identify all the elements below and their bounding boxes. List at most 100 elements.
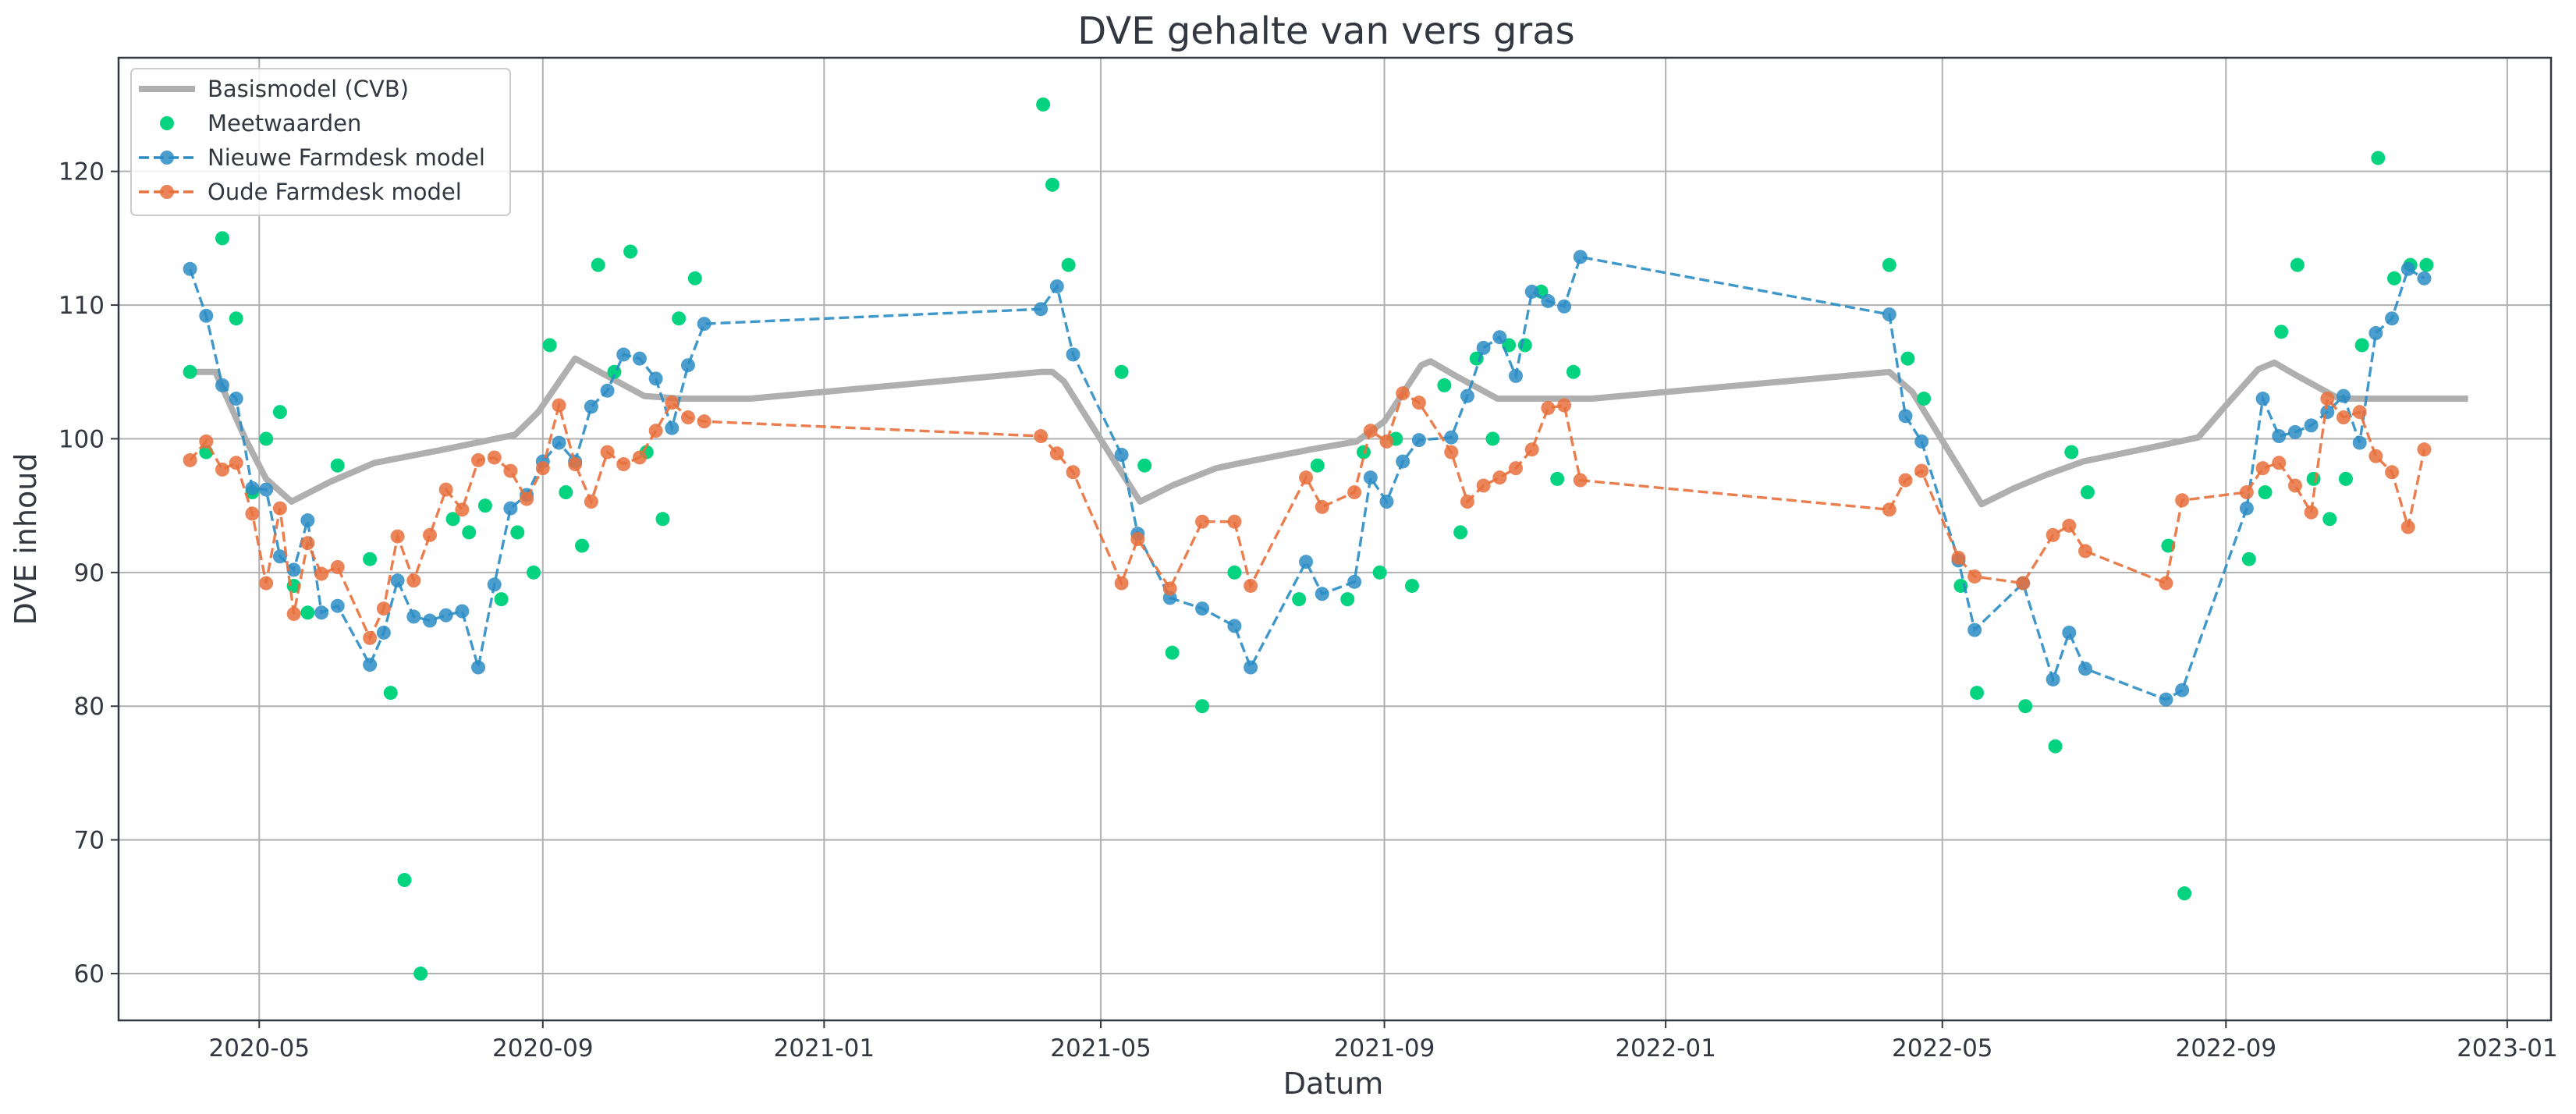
legend-swatch-marker — [160, 151, 174, 165]
x-tick-label: 2023-01 — [2457, 1034, 2558, 1063]
oude-farmdesk-point — [406, 573, 421, 588]
oude-farmdesk-point — [1509, 461, 1524, 476]
oude-farmdesk-point — [1882, 502, 1897, 517]
nieuwe-farmdesk-point — [259, 482, 274, 497]
nieuwe-farmdesk-point — [1299, 555, 1314, 569]
oude-farmdesk-point — [1557, 398, 1572, 413]
meetwaarde-point — [413, 967, 428, 981]
nieuwe-farmdesk-point — [2272, 429, 2287, 444]
grid — [119, 58, 2551, 1020]
oude-farmdesk-point — [272, 501, 287, 516]
nieuwe-farmdesk-point — [2400, 261, 2415, 276]
oude-farmdesk-point — [1315, 499, 1329, 514]
meetwaarde-point — [1485, 431, 1500, 446]
nieuwe-farmdesk-point — [1460, 388, 1474, 403]
x-tick-label: 2021-01 — [774, 1034, 875, 1063]
oude-farmdesk-point — [1114, 576, 1129, 591]
meetwaarde-point — [2177, 886, 2192, 901]
meetwaarde-point — [1114, 364, 1129, 379]
y-tick-label: 90 — [74, 559, 105, 587]
chart-title: DVE gehalte van vers gras — [1077, 9, 1574, 53]
oude-farmdesk-point — [2304, 505, 2319, 520]
meetwaarde-point — [383, 686, 398, 701]
nieuwe-farmdesk-point — [680, 358, 695, 373]
nieuwe-farmdesk-point — [632, 351, 647, 366]
x-tick-label: 2021-09 — [1334, 1034, 1435, 1063]
meetwaarde-point — [1195, 699, 1210, 714]
oude-farmdesk-point — [1396, 386, 1410, 401]
oude-farmdesk-point — [568, 457, 583, 472]
nieuwe-farmdesk-point — [390, 573, 405, 588]
meetwaarde-point — [2274, 325, 2289, 339]
meetwaarde-point — [1340, 592, 1355, 607]
nieuwe-farmdesk-point — [1066, 347, 1080, 362]
oude-farmdesk-point — [1299, 470, 1314, 485]
meetwaarde-point — [1036, 97, 1051, 112]
oude-farmdesk-point — [2077, 544, 2092, 559]
x-tick-label: 2020-09 — [492, 1034, 594, 1063]
oude-farmdesk-point — [2287, 478, 2302, 493]
oude-farmdesk-point — [1460, 495, 1474, 509]
oude-farmdesk-point — [2255, 461, 2270, 476]
nieuwe-farmdesk-point — [2304, 418, 2319, 433]
oude-farmdesk-point — [1951, 550, 1966, 565]
nieuwe-farmdesk-point — [1914, 434, 1929, 449]
meetwaarde-point — [1045, 177, 1059, 192]
nieuwe-farmdesk-point — [2175, 683, 2190, 697]
legend-label: Nieuwe Farmdesk model — [208, 144, 485, 171]
meetwaarde-point — [2258, 485, 2273, 500]
meetwaarde-point — [1227, 565, 1242, 580]
oude-farmdesk-point — [363, 630, 378, 645]
nieuwe-farmdesk-point — [1379, 495, 1394, 509]
nieuwe-farmdesk-point — [1049, 279, 1064, 294]
oude-farmdesk-point — [215, 462, 229, 477]
nieuwe-farmdesk-point — [648, 371, 663, 386]
nieuwe-farmdesk-point — [1476, 340, 1491, 355]
oude-farmdesk-point — [600, 445, 615, 459]
meetwaarde-point — [2080, 485, 2095, 500]
nieuwe-farmdesk-point — [422, 613, 437, 628]
oude-farmdesk-point — [199, 434, 214, 449]
nieuwe-farmdesk-point — [1411, 433, 1426, 448]
legend-box — [130, 68, 511, 216]
oude-farmdesk-point — [665, 396, 679, 410]
meetwaarde-point — [477, 498, 492, 513]
meetwaarde-point — [229, 311, 243, 326]
nieuwe-farmdesk-point — [1363, 470, 1378, 485]
oude-farmdesk-point — [2046, 527, 2060, 542]
oude-farmdesk-point — [376, 601, 391, 616]
y-tick-label: 110 — [59, 292, 105, 320]
oude-farmdesk-point — [1541, 401, 1556, 416]
nieuwe-farmdesk-point — [300, 513, 315, 528]
oude-farmdesk-point — [2239, 485, 2254, 500]
meetwaarde-point — [1453, 525, 1468, 540]
oude-farmdesk-point — [2385, 465, 2400, 480]
legend-item-nieuwe-farmdesk: Nieuwe Farmdesk model — [139, 144, 485, 171]
nieuwe-farmdesk-point — [1524, 284, 1539, 299]
legend-label: Oude Farmdesk model — [208, 179, 462, 205]
nieuwe-farmdesk-point — [503, 501, 518, 516]
nieuwe-farmdesk-point — [1227, 619, 1242, 633]
nieuwe-farmdesk-point — [438, 608, 453, 623]
series-line-nieuwe-farmdesk — [188, 255, 2425, 701]
oude-farmdesk-point — [584, 495, 598, 509]
oude-farmdesk-point — [2272, 456, 2287, 470]
meetwaarde-point — [300, 605, 315, 620]
oude-farmdesk-point — [314, 566, 329, 581]
oude-farmdesk-point — [1347, 485, 1362, 500]
series-markers-oude-farmdesk — [183, 386, 2432, 645]
legend-swatch-marker — [160, 185, 174, 199]
nieuwe-farmdesk-point — [1882, 307, 1897, 322]
meetwaarde-point — [526, 565, 541, 580]
x-tick-label: 2022-05 — [1892, 1034, 1993, 1063]
oude-farmdesk-point — [520, 491, 534, 506]
nieuwe-farmdesk-point — [183, 261, 197, 276]
oude-farmdesk-point — [183, 452, 197, 467]
nieuwe-farmdesk-point — [2239, 501, 2254, 516]
legend-label: Meetwaarden — [208, 110, 361, 137]
nieuwe-farmdesk-point — [1396, 454, 1410, 469]
x-tick-label: 2022-01 — [1615, 1034, 1716, 1063]
oude-farmdesk-point — [1066, 465, 1080, 480]
meetwaarde-point — [672, 311, 687, 326]
meetwaarde-point — [259, 431, 274, 446]
